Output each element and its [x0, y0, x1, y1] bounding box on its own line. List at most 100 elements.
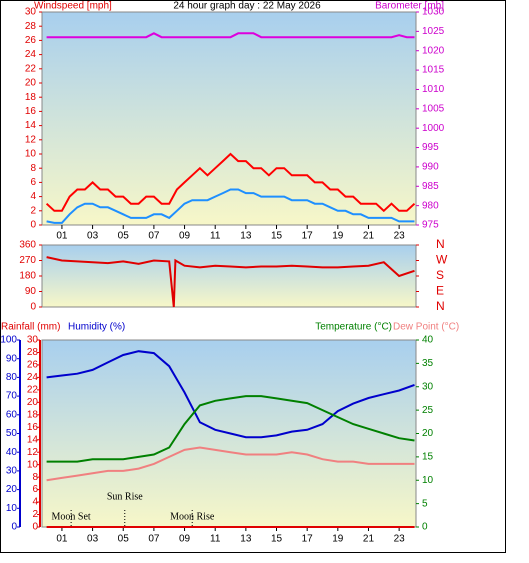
- x-tick-label: 07: [148, 231, 160, 242]
- y-tick-label: 25: [422, 405, 434, 416]
- y-tick-label: 20: [27, 397, 39, 408]
- x-tick-label: 03: [87, 231, 99, 242]
- series-label: Rainfall (mm): [1, 322, 60, 333]
- plot-area: [41, 244, 417, 308]
- y-tick-label: 26: [25, 35, 37, 46]
- y-tick-label: 12: [27, 447, 39, 458]
- y-tick-label: 22: [27, 385, 39, 396]
- y-tick-label: 6: [32, 484, 38, 495]
- header: Windspeed [mph]: [34, 1, 112, 12]
- x-tick-label: 19: [332, 534, 344, 545]
- y-tick-label: 0: [32, 522, 38, 533]
- y-tick-label: 2: [30, 205, 36, 216]
- plot-area: [41, 11, 417, 226]
- series-line: [46, 188, 415, 224]
- x-tick-label: 23: [394, 231, 406, 242]
- y-tick-label: 1020: [422, 45, 445, 56]
- x-tick-label: 09: [179, 231, 191, 242]
- y-tick-label: 14: [27, 434, 39, 445]
- y-tick-label: 20: [6, 484, 18, 495]
- y-tick-label: 30: [6, 466, 18, 477]
- y-tick-label: 5: [422, 498, 428, 509]
- y-tick-label: 10: [422, 475, 434, 486]
- y-tick-label: 975: [422, 220, 439, 231]
- y-tick-label: 18: [27, 409, 39, 420]
- y-tick-label: 70: [6, 391, 18, 402]
- x-tick-label: 15: [271, 231, 283, 242]
- x-tick-label: 09: [179, 534, 191, 545]
- y-tick-label: 360: [19, 240, 36, 251]
- y-tick-label: 30: [27, 335, 39, 346]
- x-tick-label: 03: [87, 534, 99, 545]
- y-tick-label: 8: [30, 163, 36, 174]
- y-tick-label: 0: [11, 522, 17, 533]
- y-tick-label: 10: [6, 503, 18, 514]
- y-tick-label: 980: [422, 200, 439, 211]
- y-tick-label: 4: [32, 497, 38, 508]
- y-tick-label: 35: [422, 358, 434, 369]
- y-tick-label: 995: [422, 142, 439, 153]
- y-tick-label: 1030: [422, 7, 445, 18]
- series-line: [46, 350, 415, 439]
- y-tick-label: 10: [27, 459, 39, 470]
- y-tick-label: 20: [422, 428, 434, 439]
- y-tick-label: W: [436, 253, 448, 267]
- x-tick-label: 13: [240, 231, 252, 242]
- x-tick-label: 11: [210, 231, 221, 242]
- y-tick-label: 16: [25, 106, 37, 117]
- series-line: [45, 152, 416, 213]
- x-tick-label: 01: [56, 231, 68, 242]
- x-tick-label: 07: [148, 534, 160, 545]
- y-tick-label: 180: [19, 271, 36, 282]
- y-tick-label: 100: [0, 335, 17, 346]
- y-tick-label: 1000: [422, 123, 445, 134]
- x-tick-label: 23: [394, 534, 406, 545]
- y-tick-label: 40: [6, 447, 18, 458]
- x-tick-label: 17: [302, 534, 314, 545]
- y-tick-label: 18: [25, 92, 37, 103]
- y-tick-label: 2: [32, 509, 38, 520]
- series-label: Dew Point (°C): [393, 322, 459, 333]
- y-tick-label: 1015: [422, 65, 445, 76]
- y-tick-label: 16: [27, 422, 39, 433]
- y-tick-label: 90: [25, 286, 37, 297]
- y-tick-label: E: [436, 284, 444, 298]
- y-tick-label: 90: [6, 353, 18, 364]
- y-tick-label: 14: [25, 120, 37, 131]
- y-tick-label: 80: [6, 372, 18, 383]
- y-tick-label: 30: [422, 381, 434, 392]
- series-line: [46, 32, 415, 39]
- y-tick-label: 0: [422, 522, 428, 533]
- x-tick-label: 17: [302, 231, 314, 242]
- y-tick-label: 4: [30, 191, 36, 202]
- y-tick-label: 20: [25, 78, 37, 89]
- series-label: Humidity (%): [68, 322, 125, 333]
- x-tick-label: 13: [240, 534, 252, 545]
- y-tick-label: 270: [19, 255, 36, 266]
- y-tick-label: 28: [25, 21, 37, 32]
- x-tick-label: 21: [363, 534, 375, 545]
- series-label: Temperature (°C): [315, 322, 392, 333]
- y-tick-label: 12: [25, 134, 37, 145]
- y-tick-label: 15: [422, 452, 434, 463]
- y-tick-label: 40: [422, 335, 434, 346]
- y-tick-label: 8: [32, 472, 38, 483]
- x-tick-label: 01: [56, 534, 68, 545]
- y-tick-label: 6: [30, 177, 36, 188]
- header: Barometer [mb]: [375, 1, 444, 12]
- x-tick-label: 11: [210, 534, 221, 545]
- y-tick-label: 60: [6, 409, 18, 420]
- y-tick-label: S: [436, 268, 444, 282]
- y-tick-label: 0: [30, 220, 36, 231]
- y-tick-label: N: [436, 299, 445, 313]
- y-tick-label: 50: [6, 428, 18, 439]
- y-tick-label: 28: [27, 347, 39, 358]
- annotation: Sun Rise: [107, 491, 143, 502]
- series-line: [46, 446, 415, 482]
- y-tick-label: 24: [25, 49, 37, 60]
- annotation: Moon Rise: [170, 511, 215, 522]
- y-tick-label: 990: [422, 162, 439, 173]
- x-tick-label: 05: [118, 534, 130, 545]
